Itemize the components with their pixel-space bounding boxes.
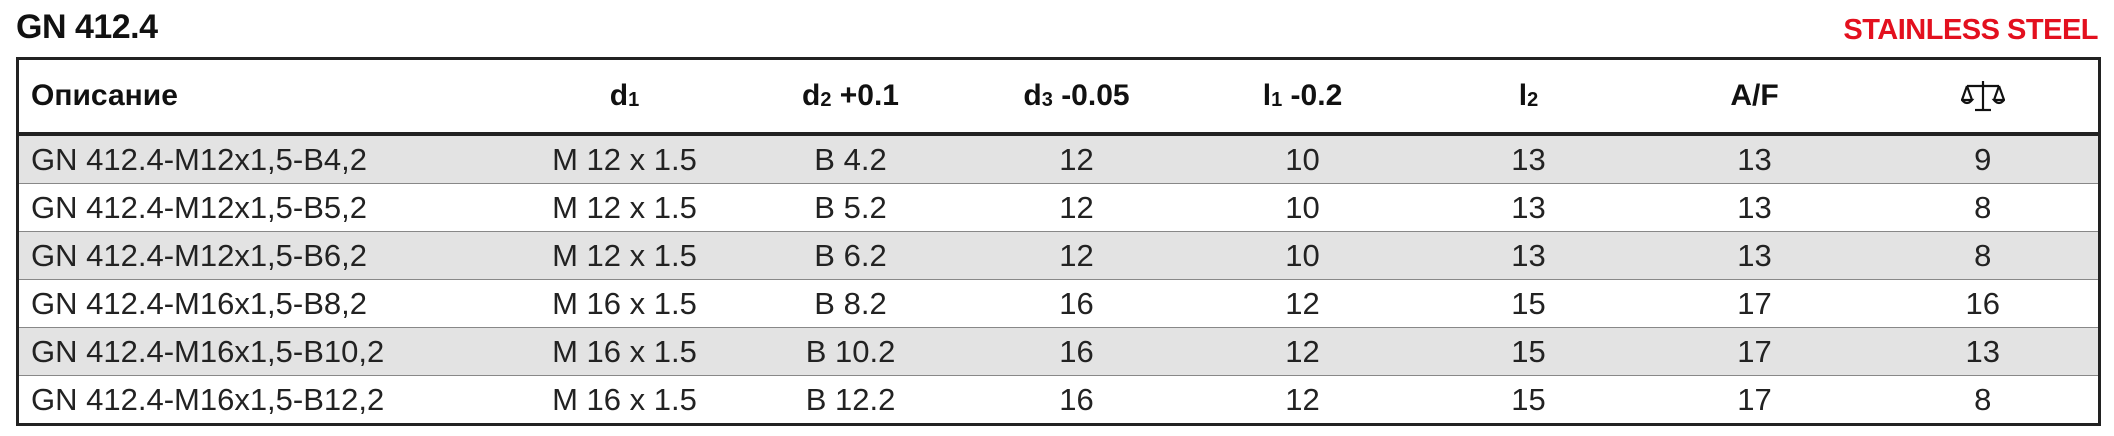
column-header: l2 [1415, 58, 1642, 136]
cell: M 12 x 1.5 [511, 183, 738, 232]
header-text: l [1262, 79, 1272, 112]
cell: B 8.2 [737, 279, 964, 328]
table-row: GN 412.4-M12x1,5-B5,2 M 12 x 1.5 B 5.2 12 10… [17, 183, 2100, 232]
table-row: GN 412.4-M16x1,5-B12,2 M 16 x 1.5 B 12.2 16… [18, 376, 2100, 425]
column-header: Описание [17, 58, 512, 136]
cell: GN 412.4-M16x1,5-B8,2 [17, 279, 512, 328]
table-row: GN 412.4-M12x1,5-B4,2 M 12 x 1.5 B 4.2 12 10… [17, 134, 2100, 184]
header-subscript: 2 [1527, 89, 1539, 111]
header-text: Описание [31, 79, 178, 112]
header-row: Описание d1 d2 +0.1 d3 -0.05 l1 -0.2 l2 A/F [17, 58, 2100, 136]
cell: 15 [1415, 279, 1642, 328]
cell: M 16 x 1.5 [511, 327, 738, 376]
cell: 13 [1867, 327, 2100, 376]
header-subscript: 2 [820, 89, 832, 111]
table-row: GN 412.4-M12x1,5-B6,2 M 12 x 1.5 B 6.2 12 10… [17, 231, 2100, 280]
cell: 13 [1641, 134, 1868, 184]
table-row: GN 412.4-M16x1,5-B10,2 M 16 x 1.5 B 10.2 16… [17, 327, 2100, 376]
cell: M 16 x 1.5 [511, 279, 738, 328]
cell: B 6.2 [737, 231, 964, 280]
cell: M 12 x 1.5 [511, 134, 738, 184]
column-header: d1 [511, 58, 738, 136]
cell: 8 [1974, 381, 1992, 417]
cell: 12 [1189, 279, 1416, 328]
cell: 16 [1059, 381, 1094, 417]
title: GN 412.4 [16, 8, 158, 46]
cell: 13 [1641, 231, 1868, 280]
cell: 17 [1641, 327, 1868, 376]
header-tolerance: +0.1 [831, 79, 899, 112]
weight-header [1867, 58, 2100, 136]
cell: 17 [1737, 381, 1772, 417]
material-badge: STAINLESS STEEL [1843, 14, 2098, 46]
cell: 12 [963, 231, 1190, 280]
header-text: A/F [1730, 79, 1779, 112]
column-header: A/F [1641, 58, 1868, 136]
header-tolerance: -0.2 [1282, 79, 1343, 112]
cell: 13 [1415, 183, 1642, 232]
cell: 10 [1189, 183, 1416, 232]
cell: GN 412.4-M12x1,5-B5,2 [17, 183, 512, 232]
cell: 13 [1415, 134, 1642, 184]
spec-table: Описание d1 d2 +0.1 d3 -0.05 l1 -0.2 l2 A/F GN… [16, 57, 2101, 426]
cell: GN 412.4-M16x1,5-B10,2 [17, 327, 512, 376]
weight-icon [1959, 81, 2007, 112]
header-text: d [801, 79, 821, 112]
cell: 16 [1867, 279, 2100, 328]
cell: 15 [1415, 327, 1642, 376]
cell: GN 412.4-M16x1,5-B12,2 [31, 381, 385, 417]
cell: 9 [1867, 134, 2100, 184]
cell: M 12 x 1.5 [511, 231, 738, 280]
column-header: l1 -0.2 [1189, 58, 1416, 136]
cell: 16 [963, 327, 1190, 376]
header-subscript: 3 [1041, 89, 1053, 111]
header-subscript: 1 [1271, 89, 1283, 111]
header-subscript: 1 [628, 89, 640, 111]
cell: 15 [1511, 381, 1546, 417]
header-text: d [609, 79, 629, 112]
cell: B 5.2 [737, 183, 964, 232]
column-header: d2 +0.1 [737, 58, 964, 136]
header-text: l [1518, 79, 1528, 112]
cell: 12 [1189, 327, 1416, 376]
column-header: d3 -0.05 [963, 58, 1190, 136]
cell: 16 [963, 279, 1190, 328]
cell: 13 [1641, 183, 1868, 232]
cell: B 4.2 [737, 134, 964, 184]
cell: 13 [1415, 231, 1642, 280]
table-row: GN 412.4-M16x1,5-B8,2 M 16 x 1.5 B 8.2 16 12… [17, 279, 2100, 328]
cell: B 12.2 [805, 381, 896, 417]
cell: 12 [963, 134, 1190, 184]
cell: 10 [1189, 134, 1416, 184]
cell: 8 [1867, 231, 2100, 280]
cell: M 16 x 1.5 [552, 381, 697, 417]
cell: GN 412.4-M12x1,5-B6,2 [17, 231, 512, 280]
header-text: d [1023, 79, 1042, 112]
cell: 12 [963, 183, 1190, 232]
cell: 17 [1641, 279, 1868, 328]
cell: GN 412.4-M12x1,5-B4,2 [17, 134, 512, 184]
cell: 10 [1189, 231, 1416, 280]
header-tolerance: -0.05 [1052, 79, 1130, 112]
cell: B 10.2 [737, 327, 964, 376]
cell: 12 [1285, 381, 1320, 417]
cell: 8 [1867, 183, 2100, 232]
